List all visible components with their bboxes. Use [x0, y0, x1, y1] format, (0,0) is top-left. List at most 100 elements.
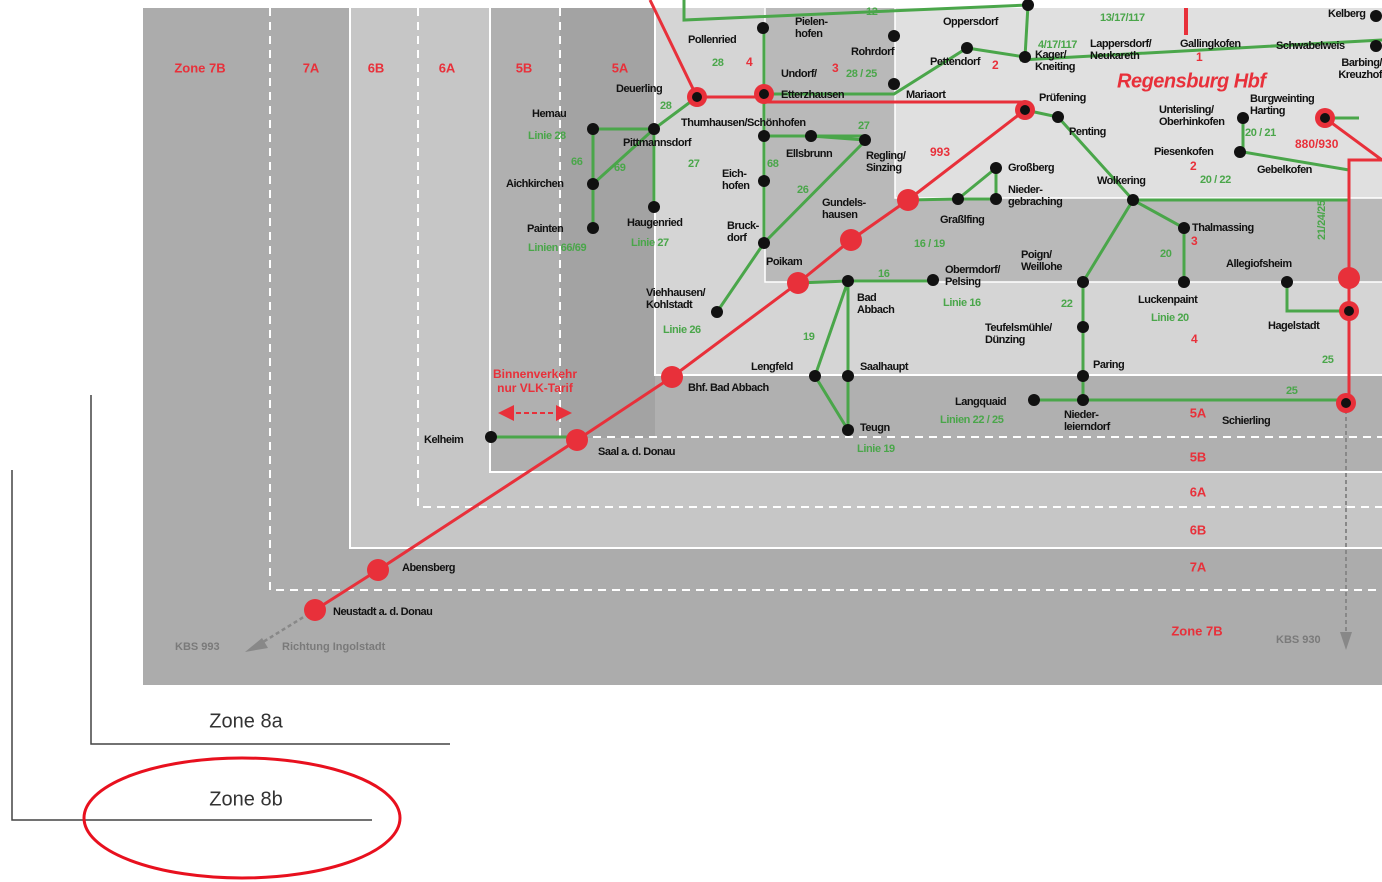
zone-number: 3 [832, 61, 839, 75]
route-number: 13/17/117 [1100, 12, 1145, 24]
bus-stop [961, 42, 973, 54]
route-number: 69 [614, 162, 626, 174]
station-label: Thumhausen/Schönhofen [681, 117, 806, 129]
route-number: 28 [660, 100, 672, 112]
route-number: Linie 26 [663, 324, 701, 336]
rail-stop [787, 272, 809, 294]
station-label: Bruck- [727, 220, 760, 232]
bus-stop [1019, 51, 1031, 63]
station-label: Neustadt a. d. Donau [333, 606, 432, 618]
bus-stop [990, 193, 1002, 205]
bus-stop [952, 193, 964, 205]
station-label: Neukareth [1090, 50, 1140, 62]
bus-stop [1052, 111, 1064, 123]
bus-stop [1077, 321, 1089, 333]
route-number: 20 / 21 [1245, 127, 1276, 139]
highlight-ellipse [82, 756, 402, 880]
zone-label: Zone 7B [1171, 623, 1222, 638]
station-label: Wolkering [1097, 175, 1145, 187]
station-label: Gallingkofen [1180, 38, 1241, 50]
route-number: 25 [1322, 354, 1334, 366]
route-number: Linien 22 / 25 [940, 414, 1004, 426]
route-number: 16 / 19 [914, 238, 945, 250]
zone-label: Zone 7B [174, 60, 225, 75]
station-label: Penting [1069, 126, 1106, 138]
station-label: hofen [722, 180, 750, 192]
station-label: hausen [822, 209, 858, 221]
stops [304, 0, 1382, 621]
bus-stop [1370, 10, 1382, 22]
route-number: Linie 19 [857, 443, 895, 455]
station-label: leierndorf [1064, 421, 1111, 433]
station-label: Teugn [860, 422, 890, 434]
station-label: Mariaort [906, 89, 946, 101]
route-number: 16 [878, 268, 890, 280]
station-label: Paring [1093, 359, 1124, 371]
rail-stop [367, 559, 389, 581]
rail-stop-core [1320, 113, 1330, 123]
zone-number: 3 [1191, 234, 1198, 248]
zone-label: 6B [368, 60, 385, 75]
zone-label: 7A [1190, 559, 1207, 574]
station-label: Barbing/ [1341, 57, 1382, 69]
station-label: Schwabelweis [1276, 40, 1345, 52]
rail-stop [661, 366, 683, 388]
bus-stop [1022, 0, 1034, 11]
station-label: Kneiting [1035, 61, 1075, 73]
route-number: 20 [1160, 248, 1172, 260]
bus-stop [805, 130, 817, 142]
station-label: Abensberg [402, 562, 455, 574]
zone-number: 1 [1196, 50, 1203, 64]
rail-stop-core [1344, 306, 1354, 316]
zone-label: 6A [1190, 484, 1207, 499]
station-label: Regling/ [866, 150, 906, 162]
zone-number: 993 [930, 145, 950, 159]
bus-stop [842, 370, 854, 382]
station-label: Hagelstadt [1268, 320, 1320, 332]
station-label: Rohrdorf [851, 46, 895, 58]
bus-stop [1127, 194, 1139, 206]
station-label: hofen [795, 28, 823, 40]
station-label: Saalhaupt [860, 361, 909, 373]
zone-label: 5B [1190, 449, 1207, 464]
station-label: Schierling [1222, 415, 1270, 427]
zone-number: 4 [746, 55, 753, 69]
zone-label: 6B [1190, 522, 1207, 537]
bus-stop [758, 237, 770, 249]
station-label: Aichkirchen [506, 178, 564, 190]
bus-stop [859, 134, 871, 146]
station-label: Oberhinkofen [1159, 116, 1225, 128]
route-number: 20 / 22 [1200, 174, 1231, 186]
station-label: Deuerling [616, 83, 662, 95]
route-number: 28 / 25 [846, 68, 877, 80]
zone-label: 5B [516, 60, 533, 75]
station-label: Nieder- [1008, 184, 1043, 196]
station-label: Langquaid [955, 396, 1006, 408]
route-number: Linie 27 [631, 237, 669, 249]
south-arrow [1340, 632, 1352, 650]
bus-stop [1234, 146, 1246, 158]
station-label: Kelberg [1328, 8, 1365, 20]
station-label: Nieder- [1064, 409, 1099, 421]
bus-stop [842, 424, 854, 436]
station-label: Undorf/ [781, 68, 817, 80]
hub-label: Regensburg Hbf [1117, 70, 1268, 92]
bus-stop [809, 370, 821, 382]
zone-annotation: Zone 8a [209, 710, 283, 732]
rail-stop [304, 599, 326, 621]
bus-stop [587, 178, 599, 190]
station-label: Viehhausen/ [646, 287, 706, 299]
station-label: Kager/ [1035, 49, 1067, 61]
station-label: Oppersdorf [943, 16, 999, 28]
station-label: Piesenkofen [1154, 146, 1214, 158]
rail-stop [1338, 267, 1360, 289]
station-label: Allegiofsheim [1226, 258, 1292, 270]
zone-label: 5A [612, 60, 629, 75]
route-number: Linie 28 [528, 130, 566, 142]
bus-stop [1178, 222, 1190, 234]
route-number: 12 [866, 6, 878, 18]
route-number: 66 [571, 156, 583, 168]
zone-label: 7A [303, 60, 320, 75]
bus-stop [1281, 276, 1293, 288]
